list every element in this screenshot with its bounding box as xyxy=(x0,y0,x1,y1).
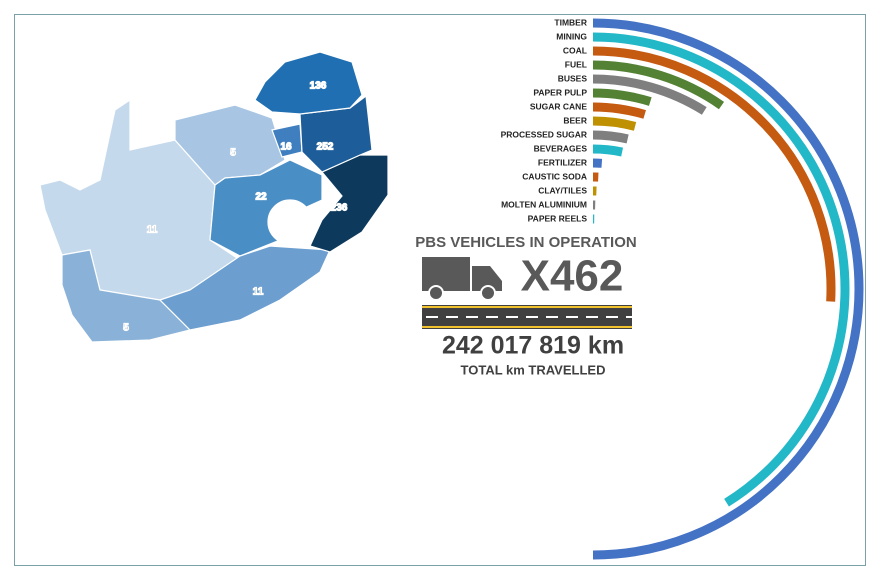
region-count: 136 xyxy=(310,81,327,92)
distance-caption: TOTAL km TRAVELLED xyxy=(461,362,606,377)
radial-bar xyxy=(592,74,707,115)
radial-bar xyxy=(592,60,725,110)
lesotho xyxy=(267,199,313,245)
region xyxy=(209,159,323,257)
radial-bar xyxy=(592,18,864,560)
region-count: 5 xyxy=(123,323,129,334)
summary: PBS VEHICLES IN OPERATION X462 242 017 8… xyxy=(415,234,636,377)
frame xyxy=(14,14,866,566)
vehicle-count: X462 xyxy=(521,252,624,301)
region xyxy=(254,51,363,115)
region xyxy=(309,154,389,253)
region-count: 11 xyxy=(147,225,158,236)
summary-heading: PBS VEHICLES IN OPERATION xyxy=(415,234,636,251)
region-count: 236 xyxy=(331,203,348,214)
radial-bar xyxy=(592,88,652,106)
region-count: 22 xyxy=(255,192,267,203)
category-label: SUGAR CANE xyxy=(530,101,587,111)
category-label: COAL xyxy=(563,45,587,55)
category-label: FERTILIZER xyxy=(538,157,587,167)
radial-bar xyxy=(592,46,836,302)
category-label: PAPER REELS xyxy=(528,213,588,223)
radial-bar xyxy=(592,130,629,144)
region xyxy=(299,94,373,173)
category-label: CLAY/TILES xyxy=(538,185,587,195)
category-label: CAUSTIC SODA xyxy=(522,171,587,181)
region-count: 16 xyxy=(280,142,292,153)
category-label: BEER xyxy=(563,115,587,125)
category-label: TIMBER xyxy=(554,17,587,27)
radial-bar-chart: TIMBER MINING COAL FUEL BUSES PAPER PULP SUGAR… xyxy=(501,17,864,560)
region-count: 252 xyxy=(317,142,334,153)
category-label: FUEL xyxy=(565,59,587,69)
radial-bar xyxy=(592,144,624,157)
radial-bar xyxy=(592,32,850,507)
radial-bar xyxy=(592,102,646,119)
category-label: BUSES xyxy=(558,73,588,83)
category-label: PROCESSED SUGAR xyxy=(501,129,587,139)
category-label: PAPER PULP xyxy=(533,87,587,97)
category-label: MOLTEN ALUMINIUM xyxy=(501,199,587,209)
category-label: BEVERAGES xyxy=(534,143,588,153)
road xyxy=(422,305,632,329)
category-label: MINING xyxy=(556,31,587,41)
truck-icon xyxy=(422,257,502,301)
distance: 242 017 819 km xyxy=(442,332,624,360)
region-count: 5 xyxy=(230,148,236,159)
region-count: 11 xyxy=(253,287,264,298)
region xyxy=(61,249,192,343)
radial-bar xyxy=(592,116,637,131)
map: 136 16 252 5 22 236 11 11 5 xyxy=(39,51,389,343)
region xyxy=(158,245,331,331)
